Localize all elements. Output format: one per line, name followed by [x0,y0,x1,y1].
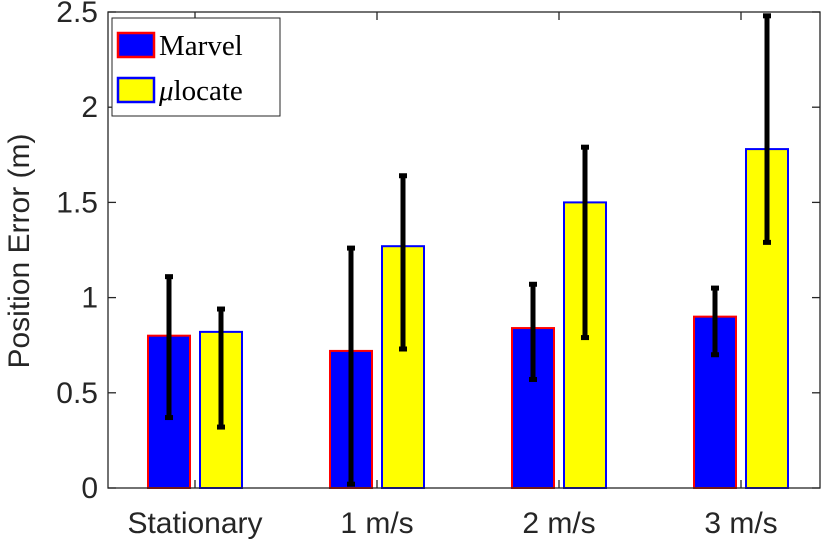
legend: Marvel μlocate [111,17,281,117]
ticks-layer: 0 0.5 1 1.5 2 2.5 Stationary 1 m/s 2 m/s 3 m/s [56,0,820,540]
legend-swatch-marvel [116,31,156,59]
legend-label-mulocate-text: locate [174,75,243,107]
y-tick-label-2: 1 [81,282,98,315]
bars-layer [147,148,789,490]
legend-label-marvel: Marvel [159,30,243,62]
plot-frame [107,11,821,489]
y-tick-label-3: 1.5 [56,186,98,219]
x-tick-label-0: Stationary [127,507,262,540]
legend-label-marvel-text: Marvel [159,30,243,62]
x-tick-label-1: 1 m/s [340,507,413,540]
y-tick-label-4: 2 [81,91,98,124]
y-tick-label-5: 2.5 [56,0,98,29]
x-tick-label-3: 3 m/s [704,507,777,540]
bar-marvel-3 [693,315,737,490]
y-axis-label: Position Error (m) [3,133,36,368]
y-tick-label-0: 0 [81,472,98,505]
y-tick-label-1: 0.5 [56,377,98,410]
error-bars-layer [165,13,771,487]
legend-label-mulocate: μlocate [158,75,243,107]
legend-swatch-mulocate [116,76,156,104]
legend-label-mulocate-prefix: μ [158,75,174,107]
x-tick-label-2: 2 m/s [522,507,595,540]
